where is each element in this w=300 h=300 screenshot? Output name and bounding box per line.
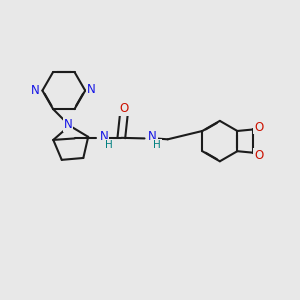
Text: N: N bbox=[100, 130, 108, 143]
Text: O: O bbox=[254, 148, 263, 162]
Text: O: O bbox=[254, 121, 263, 134]
Text: H: H bbox=[153, 140, 161, 150]
Text: O: O bbox=[119, 103, 128, 116]
Text: N: N bbox=[31, 84, 40, 97]
Text: N: N bbox=[87, 83, 95, 96]
Text: N: N bbox=[64, 118, 73, 131]
Text: N: N bbox=[148, 130, 157, 143]
Text: H: H bbox=[105, 140, 113, 150]
